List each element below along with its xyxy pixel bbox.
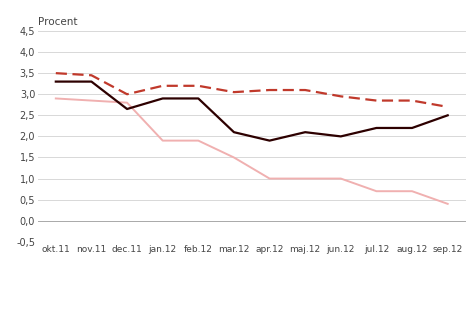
Sverige	[338, 177, 344, 180]
Finland	[231, 90, 237, 94]
Line: Sverige: Sverige	[56, 99, 447, 204]
Åland	[267, 139, 273, 143]
Åland	[196, 97, 201, 100]
Line: Åland: Åland	[56, 82, 447, 141]
Åland	[409, 126, 415, 130]
Sverige	[231, 156, 237, 159]
Sverige	[373, 189, 379, 193]
Finland	[196, 84, 201, 88]
Finland	[53, 71, 59, 75]
Åland	[124, 107, 130, 111]
Finland	[338, 95, 344, 98]
Sverige	[445, 202, 450, 206]
Line: Finland: Finland	[56, 73, 447, 107]
Sverige	[53, 97, 59, 100]
Finland	[409, 99, 415, 102]
Åland	[373, 126, 379, 130]
Text: Procent: Procent	[38, 17, 77, 27]
Åland	[53, 80, 59, 83]
Sverige	[267, 177, 273, 180]
Sverige	[124, 101, 130, 104]
Åland	[231, 130, 237, 134]
Finland	[160, 84, 165, 88]
Sverige	[196, 139, 201, 143]
Finland	[124, 92, 130, 96]
Finland	[302, 88, 308, 92]
Sverige	[302, 177, 308, 180]
Sverige	[160, 139, 165, 143]
Finland	[88, 73, 94, 77]
Åland	[445, 113, 450, 117]
Sverige	[88, 99, 94, 102]
Sverige	[409, 189, 415, 193]
Åland	[302, 130, 308, 134]
Åland	[338, 135, 344, 138]
Finland	[373, 99, 379, 102]
Finland	[267, 88, 273, 92]
Finland	[445, 105, 450, 109]
Åland	[160, 97, 165, 100]
Åland	[88, 80, 94, 83]
